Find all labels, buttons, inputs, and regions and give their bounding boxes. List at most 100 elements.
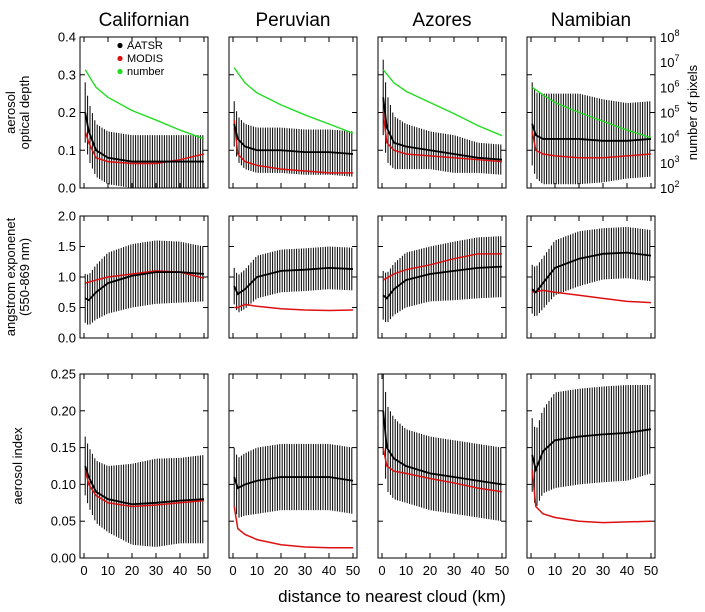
y2-tick-label: 107 xyxy=(660,53,679,70)
y-tick-label: 0.0 xyxy=(58,331,76,346)
y-tick-label: 0.3 xyxy=(58,67,76,82)
modis-series-line xyxy=(382,253,502,281)
x-tick-label: 40 xyxy=(471,563,485,578)
y-axis-label: optical depth xyxy=(17,76,32,150)
modis-series-line xyxy=(233,119,353,174)
y2-tick-label: 105 xyxy=(660,104,679,121)
y-tick-label: 0.2 xyxy=(58,105,76,120)
y2-tick-label: 103 xyxy=(660,154,679,171)
modis-series-line xyxy=(382,447,503,493)
y-axis-label: aerosol xyxy=(3,91,18,134)
aatsr-series-line xyxy=(531,251,652,294)
y-tick-label: 0.4 xyxy=(58,30,76,45)
aatsr-series-line xyxy=(84,271,205,302)
y2-tick-label: 104 xyxy=(660,129,679,146)
legend-label: AATSR xyxy=(127,40,163,52)
aatsr-series-line xyxy=(531,428,652,473)
panel xyxy=(228,215,358,339)
x-tick-label: 20 xyxy=(572,563,586,578)
legend-label: number xyxy=(127,66,165,78)
y-tick-label: 0.1 xyxy=(58,143,76,158)
aatsr-series-line xyxy=(531,123,652,142)
y-tick-label: 2.0 xyxy=(58,209,76,224)
modis-series-line xyxy=(531,131,652,159)
y-tick-label: 1.0 xyxy=(58,270,76,285)
x-tick-label: 10 xyxy=(548,563,562,578)
x-tick-label: 30 xyxy=(149,563,163,578)
y-tick-label: 0.0 xyxy=(58,181,76,196)
panel: 0.0 0.1 0.2 0.3 0.4 xyxy=(58,30,209,196)
panel xyxy=(377,36,507,189)
y-tick-label: 0.15 xyxy=(51,440,76,455)
number-series-line xyxy=(84,69,205,140)
number-series-line xyxy=(233,67,354,134)
x-tick-label: 20 xyxy=(274,563,288,578)
panel: 0 10 20 30 40 50 xyxy=(377,373,509,578)
panel xyxy=(526,215,656,339)
x-tick-label: 30 xyxy=(298,563,312,578)
x-tick-label: 50 xyxy=(346,563,360,578)
y-tick-label: 0.25 xyxy=(51,367,76,382)
x-tick-label: 0 xyxy=(527,563,534,578)
x-tick-label: 50 xyxy=(197,563,211,578)
panel xyxy=(526,36,656,189)
panel-frame xyxy=(79,373,209,559)
panel xyxy=(228,36,358,189)
y-axis-label: angstrom exponenet xyxy=(3,217,18,336)
x-tick-label: 40 xyxy=(620,563,634,578)
panel-frame xyxy=(526,373,656,559)
x-tick-label: 50 xyxy=(495,563,509,578)
panel: 0 10 20 30 40 50 xyxy=(228,373,360,578)
legend-marker xyxy=(117,55,123,62)
panel-frame xyxy=(228,373,358,559)
modis-series-line xyxy=(531,469,652,524)
legend-marker xyxy=(117,42,123,49)
y2-axis-label: number of pixels xyxy=(685,64,700,160)
modis-series-line xyxy=(84,469,205,508)
y-tick-label: 0.05 xyxy=(51,514,76,529)
modis-series-line xyxy=(84,131,205,165)
y-tick-label: 0.20 xyxy=(51,403,76,418)
column-title: Californian xyxy=(99,10,190,31)
aatsr-series-line xyxy=(233,123,354,155)
number-series-line xyxy=(382,69,503,137)
modis-series-line xyxy=(234,303,354,312)
x-tick-label: 10 xyxy=(399,563,413,578)
panel xyxy=(377,215,507,339)
y-axis-label: (550-869 nm) xyxy=(17,238,32,316)
x-tick-label: 40 xyxy=(173,563,187,578)
y2-tick-label: 102 xyxy=(660,179,679,196)
x-tick-label: 10 xyxy=(250,563,264,578)
modis-series-line xyxy=(382,112,503,163)
x-tick-label: 30 xyxy=(447,563,461,578)
x-tick-label: 20 xyxy=(423,563,437,578)
aatsr-series-line xyxy=(233,266,354,296)
modis-series-line xyxy=(233,506,353,549)
number-series-line xyxy=(531,86,652,139)
x-tick-label: 20 xyxy=(125,563,139,578)
y2-tick-label: 108 xyxy=(660,28,679,45)
panel: 0 10 20 30 40 50 xyxy=(526,373,658,578)
x-tick-label: 0 xyxy=(229,563,236,578)
x-tick-label: 50 xyxy=(644,563,658,578)
aatsr-series-line xyxy=(233,476,354,490)
x-tick-label: 0 xyxy=(378,563,385,578)
aatsr-series-line xyxy=(84,112,204,163)
aatsr-series-line xyxy=(382,265,503,300)
y-tick-label: 0.10 xyxy=(51,477,76,492)
x-tick-label: 0 xyxy=(80,563,87,578)
column-title: Peruvian xyxy=(256,10,331,31)
legend-label: MODIS xyxy=(127,53,163,65)
panel: 0.0 0.5 1.0 1.5 2.0 xyxy=(58,209,209,346)
aatsr-series-line xyxy=(382,97,503,161)
x-axis-label: distance to nearest cloud (km) xyxy=(278,587,506,606)
column-title: Namibian xyxy=(551,10,631,31)
aatsr-series-line xyxy=(84,465,205,506)
column-title: Azores xyxy=(412,10,471,31)
x-tick-label: 10 xyxy=(101,563,115,578)
legend-marker xyxy=(117,68,123,75)
y-tick-label: 0.00 xyxy=(51,551,76,566)
modis-series-line xyxy=(532,289,652,304)
y-axis-label: aerosol index xyxy=(10,427,25,505)
